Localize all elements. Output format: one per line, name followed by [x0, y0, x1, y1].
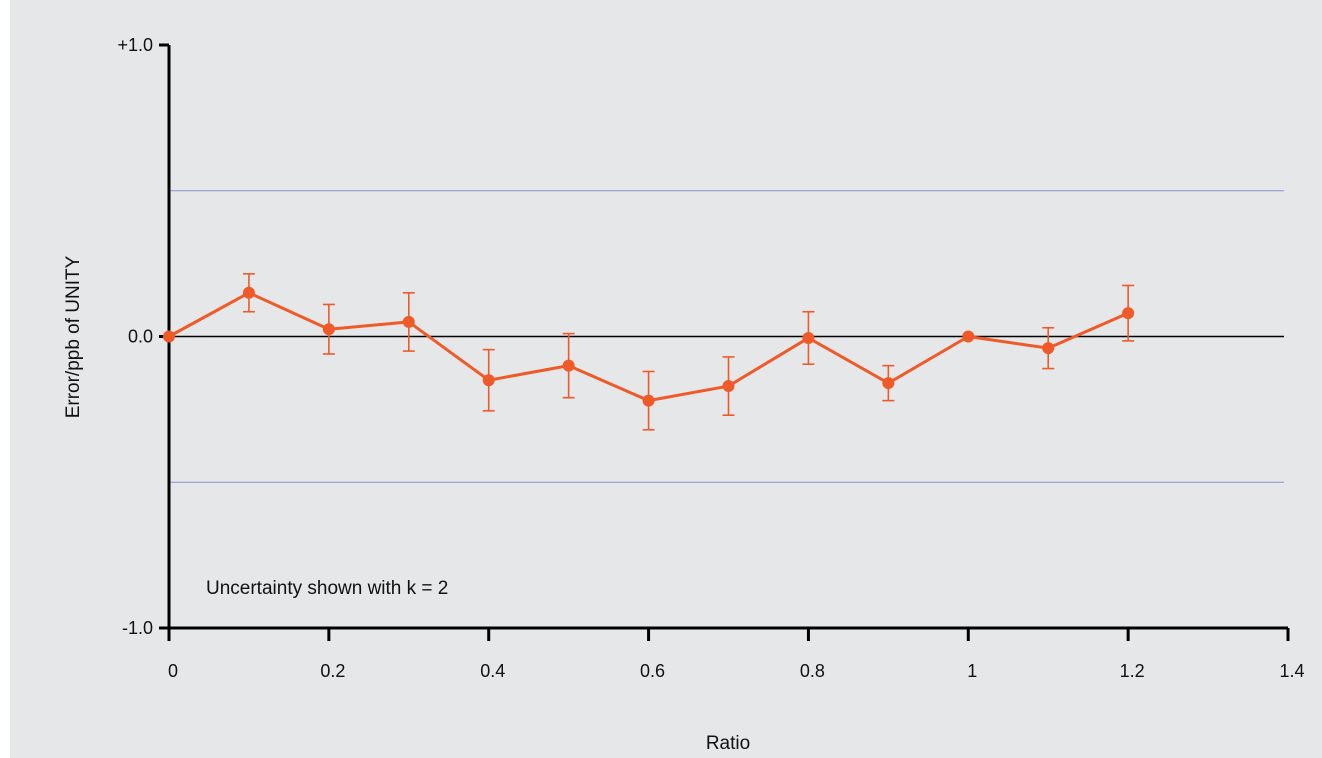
- x-tick-label: 1.2: [1120, 661, 1145, 681]
- data-point: [163, 330, 175, 343]
- y-axis-title: Error/ppb of UNITY: [63, 255, 84, 418]
- data-point: [722, 380, 735, 393]
- x-tick-label: 0.6: [640, 661, 665, 681]
- x-tick-label: 0.2: [320, 661, 345, 681]
- data-point: [482, 374, 495, 387]
- x-tick-label: 0.8: [800, 661, 825, 681]
- error-bars: [242, 273, 1135, 431]
- x-tick-label: 1.4: [1279, 661, 1304, 681]
- x-axis-title: Ratio: [706, 733, 750, 754]
- data-point: [402, 315, 415, 328]
- chart-panel: [10, 0, 1322, 758]
- y-tick-label: -1.0: [122, 618, 153, 638]
- x-tick-label: 0: [168, 661, 178, 681]
- data-point: [882, 377, 895, 390]
- data-point: [242, 286, 255, 299]
- y-tick-label: 0.0: [128, 327, 153, 347]
- data-point: [642, 394, 655, 407]
- data-point: [802, 331, 815, 344]
- annotation: Uncertainty shown with k = 2: [206, 578, 448, 599]
- data-point: [322, 323, 335, 336]
- x-tick-label: 0.4: [480, 661, 505, 681]
- data-point: [962, 330, 975, 343]
- x-tick-label: 1: [967, 661, 977, 681]
- data-points: [163, 286, 1135, 407]
- data-point: [562, 359, 575, 372]
- data-point: [1122, 307, 1135, 320]
- data-point: [1042, 342, 1055, 355]
- y-ticks: +1.0 0.0 -1.0: [117, 35, 169, 638]
- y-tick-label: +1.0: [117, 35, 153, 55]
- x-ticks: 0 0.2 0.4 0.6 0.8 1 1.2 1.4: [167, 628, 1305, 681]
